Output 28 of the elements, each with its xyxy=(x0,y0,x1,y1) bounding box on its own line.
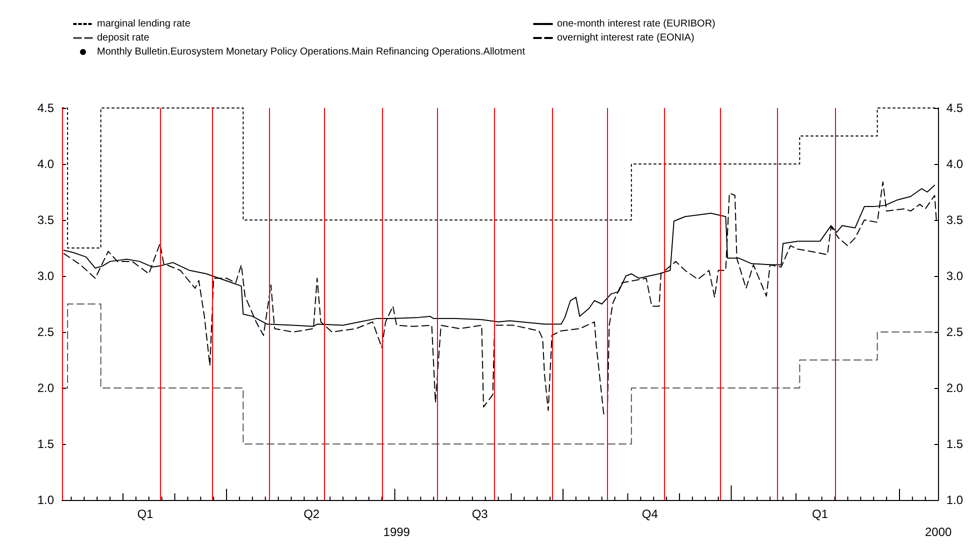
y2-tick-label: 4.0 xyxy=(946,157,964,171)
y-tick-label: 2.5 xyxy=(37,325,54,339)
x-tick-label: Q2 xyxy=(304,507,320,521)
legend-label: Monthly Bulletin.Eurosystem Monetary Policy Operations.Main Refinancing Operations.Allotment xyxy=(97,46,526,58)
y-tick-label: 4.0 xyxy=(37,157,54,171)
y-tick-label: 3.0 xyxy=(37,269,54,283)
x-tick-label: Q3 xyxy=(472,507,488,521)
y-tick-label: 4.5 xyxy=(37,101,54,115)
x2-tick-label: 2000 xyxy=(924,525,952,539)
x-tick-label: Q1 xyxy=(137,507,154,521)
y2-tick-label: 3.0 xyxy=(946,269,964,283)
y2-tick-label: 3.5 xyxy=(946,213,964,227)
legend-label: marginal lending rate xyxy=(97,18,191,30)
x2-tick-label: 1999 xyxy=(383,525,410,539)
y2-tick-label: 2.5 xyxy=(946,325,964,339)
y-tick-label: 1.5 xyxy=(37,437,54,451)
legend-label: deposit rate xyxy=(97,32,150,44)
y2-tick-label: 2.0 xyxy=(946,381,964,395)
legend-label: one-month interest rate (EURIBOR) xyxy=(557,18,716,30)
y2-tick-label: 1.5 xyxy=(946,437,964,451)
y-tick-label: 1.0 xyxy=(37,493,54,507)
x-tick-label: Q4 xyxy=(642,507,658,521)
y2-tick-label: 4.5 xyxy=(946,101,964,115)
y2-tick-label: 1.0 xyxy=(946,493,964,507)
x-tick-label: Q1 xyxy=(812,507,828,521)
y-tick-label: 2.0 xyxy=(37,381,54,395)
legend-label: overnight interest rate (EONIA) xyxy=(557,32,694,44)
y-tick-label: 3.5 xyxy=(37,213,54,227)
